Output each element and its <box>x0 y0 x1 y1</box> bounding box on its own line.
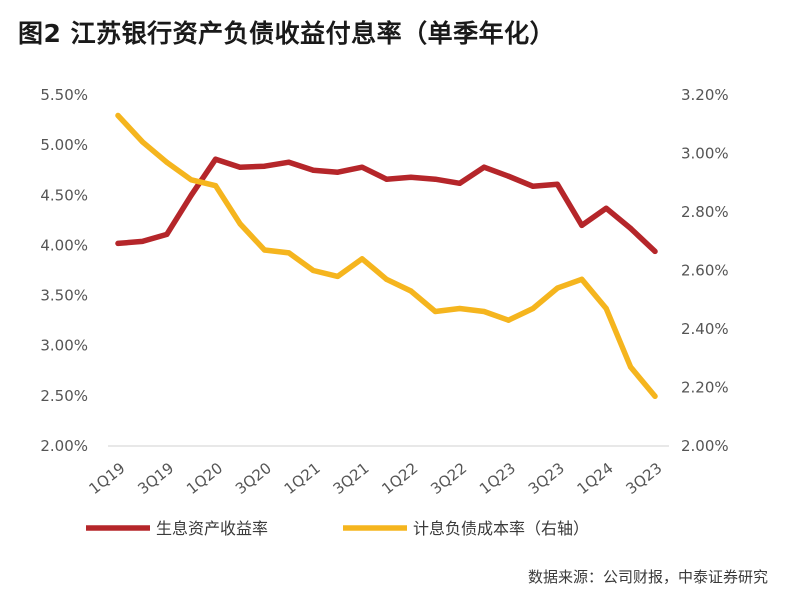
left-tick-label: 5.50% <box>40 86 88 104</box>
data-point <box>627 225 634 231</box>
data-point <box>579 222 585 228</box>
data-point <box>237 164 243 170</box>
left-tick-label: 4.50% <box>40 186 88 204</box>
data-point <box>383 276 390 282</box>
data-point <box>457 305 463 312</box>
right-tick-label: 2.40% <box>681 320 729 338</box>
data-point <box>481 164 487 170</box>
data-point <box>408 288 414 294</box>
left-tick-label: 2.00% <box>40 437 88 455</box>
x-tick-label: 3Q23 <box>525 459 568 498</box>
data-point <box>310 267 316 274</box>
data-point <box>188 192 194 198</box>
data-point <box>115 112 121 119</box>
x-tick-label: 3Q23 <box>623 459 666 498</box>
data-point <box>652 248 658 255</box>
right-tick-label: 2.00% <box>681 437 729 455</box>
series-line-2 <box>115 112 658 400</box>
right-tick-label: 3.20% <box>681 86 729 104</box>
data-point <box>286 250 292 256</box>
data-point <box>579 276 585 282</box>
data-point <box>432 308 438 315</box>
right-tick-label: 2.20% <box>681 379 729 397</box>
legend-label: 计息负债成本率（右轴） <box>413 519 589 538</box>
data-point <box>530 183 536 189</box>
data-point <box>603 205 609 211</box>
left-tick-label: 5.00% <box>40 136 88 154</box>
data-point <box>652 393 658 399</box>
left-tick-label: 2.50% <box>40 387 88 405</box>
left-tick-label: 3.00% <box>40 337 88 355</box>
data-point <box>286 159 292 165</box>
data-point <box>213 183 219 189</box>
data-point <box>457 180 463 186</box>
data-point <box>408 174 414 180</box>
right-tick-label: 2.80% <box>681 203 729 221</box>
series-line-1 <box>115 156 658 255</box>
data-point <box>335 169 341 175</box>
x-tick-label: 3Q20 <box>232 459 275 498</box>
data-point <box>359 164 365 170</box>
data-point <box>505 317 512 323</box>
series-layer <box>115 112 658 400</box>
left-tick-label: 3.50% <box>40 287 88 305</box>
data-point <box>335 273 341 279</box>
legend-label: 生息资产收益率 <box>156 519 268 538</box>
data-point <box>213 156 219 162</box>
data-point <box>115 240 121 247</box>
data-point <box>139 238 146 245</box>
data-point <box>603 305 609 312</box>
x-tick-label: 3Q22 <box>427 459 470 498</box>
data-point <box>554 285 560 291</box>
data-point <box>383 176 390 182</box>
x-axis: 1Q19 3Q19 1Q20 3Q20 1Q21 3Q21 1Q22 3Q22 1Q23 3Q23… <box>86 459 666 498</box>
chart-title: 图2 江苏银行资产负债收益付息率（单季年化） <box>18 19 556 48</box>
x-tick-label: 1Q21 <box>281 459 324 498</box>
left-axis: 2.00% 2.50% 3.00% 3.50% 4.00% 4.50% 5.00% 5.50% <box>40 86 88 455</box>
data-point <box>310 167 316 173</box>
data-point <box>139 139 146 145</box>
data-point <box>554 181 560 187</box>
data-point <box>261 163 268 169</box>
data-point <box>188 177 194 183</box>
data-point <box>627 364 634 370</box>
right-axis: 2.00% 2.20% 2.40% 2.60% 2.80% 3.00% 3.20% <box>681 86 729 455</box>
right-tick-label: 2.60% <box>681 262 729 280</box>
data-point <box>505 173 512 179</box>
data-point <box>530 305 536 312</box>
data-point <box>359 256 365 262</box>
right-tick-label: 3.00% <box>681 145 729 163</box>
data-point <box>481 308 487 315</box>
data-point <box>164 231 170 237</box>
x-tick-label: 1Q20 <box>183 459 226 498</box>
left-tick-label: 4.00% <box>40 236 88 254</box>
x-tick-label: 1Q23 <box>476 459 519 498</box>
x-tick-label: 3Q21 <box>330 459 373 498</box>
x-tick-label: 1Q22 <box>378 459 421 498</box>
data-point <box>164 159 170 165</box>
x-tick-label: 3Q19 <box>134 459 177 498</box>
x-tick-label: 1Q24 <box>574 459 617 498</box>
x-tick-label: 1Q19 <box>86 459 129 498</box>
data-point <box>237 221 243 227</box>
data-point <box>432 176 438 182</box>
data-point <box>261 247 268 253</box>
legend: 生息资产收益率 计息负债成本率（右轴） <box>86 519 589 538</box>
source-note: 数据来源：公司财报，中泰证券研究 <box>527 568 768 586</box>
